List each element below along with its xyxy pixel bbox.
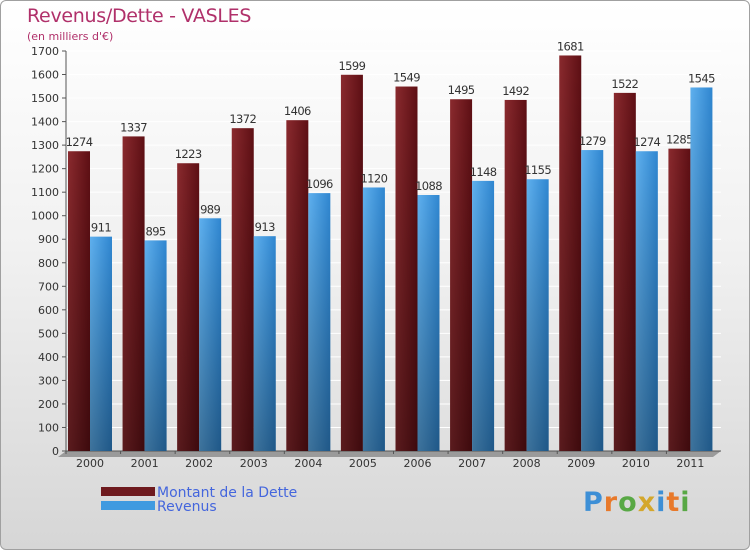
x-tick-label: 2004 bbox=[294, 457, 322, 470]
logo-letter: t bbox=[666, 487, 681, 518]
x-tick-label: 2007 bbox=[458, 457, 486, 470]
bar-shade bbox=[286, 120, 309, 452]
y-tick-label: 1600 bbox=[31, 69, 59, 82]
data-label-revenus: 1279 bbox=[579, 134, 606, 148]
bar-shade bbox=[450, 99, 473, 451]
y-tick-label: 800 bbox=[38, 257, 59, 270]
y-tick-label: 300 bbox=[38, 374, 59, 387]
plot-floor bbox=[58, 451, 721, 457]
data-label-dette: 1492 bbox=[502, 84, 529, 98]
data-label-revenus: 895 bbox=[146, 224, 166, 238]
data-label-dette: 1599 bbox=[338, 59, 365, 73]
legend-swatch-dette bbox=[101, 487, 155, 496]
y-tick-label: 200 bbox=[38, 398, 59, 411]
x-tick-label: 2009 bbox=[567, 457, 595, 470]
data-label-revenus: 1274 bbox=[633, 135, 660, 149]
y-tick-label: 1100 bbox=[31, 186, 59, 199]
data-label-revenus: 1096 bbox=[306, 177, 333, 191]
y-tick-label: 600 bbox=[38, 304, 59, 317]
bar-shade bbox=[231, 128, 254, 452]
y-tick-label: 1700 bbox=[31, 45, 59, 58]
y-tick-label: 700 bbox=[38, 280, 59, 293]
data-label-revenus: 989 bbox=[200, 202, 220, 216]
bar-shade bbox=[395, 86, 418, 451]
x-tick-label: 2006 bbox=[404, 457, 432, 470]
y-tick-label: 1200 bbox=[31, 163, 59, 176]
logo-letter: P bbox=[583, 487, 604, 518]
data-label-dette: 1285 bbox=[666, 133, 693, 147]
bar-shade bbox=[690, 87, 713, 452]
data-label-dette: 1549 bbox=[393, 71, 420, 85]
y-tick-label: 1500 bbox=[31, 92, 59, 105]
data-label-dette: 1522 bbox=[611, 77, 638, 91]
legend-swatch-revenus bbox=[101, 501, 155, 510]
data-label-dette: 1274 bbox=[66, 135, 93, 149]
bar-shade bbox=[340, 74, 363, 451]
bar-shade bbox=[417, 195, 440, 451]
y-tick-label: 500 bbox=[38, 327, 59, 340]
bar-shade bbox=[253, 236, 276, 451]
chart-subtitle: (en milliers d'€) bbox=[27, 30, 114, 43]
data-label-dette: 1337 bbox=[120, 120, 147, 134]
logo-letter: i bbox=[680, 487, 691, 518]
logo-letter: r bbox=[603, 487, 619, 518]
bar-shade bbox=[472, 180, 495, 451]
y-tick-label: 400 bbox=[38, 351, 59, 364]
logo-letter: o bbox=[618, 487, 638, 518]
data-label-dette: 1406 bbox=[284, 104, 311, 118]
y-tick-label: 1300 bbox=[31, 139, 59, 152]
data-label-revenus: 911 bbox=[91, 221, 111, 235]
proxiti-logo: Proxiti bbox=[583, 487, 691, 518]
bar-shade bbox=[504, 99, 527, 452]
data-label-dette: 1372 bbox=[229, 112, 256, 126]
x-tick-label: 2010 bbox=[622, 457, 650, 470]
y-tick-label: 1000 bbox=[31, 210, 59, 223]
y-tick-label: 1400 bbox=[31, 116, 59, 129]
x-tick-label: 2003 bbox=[240, 457, 268, 470]
x-tick-label: 2001 bbox=[131, 457, 159, 470]
data-label-dette: 1223 bbox=[175, 147, 202, 161]
x-tick-label: 2002 bbox=[185, 457, 213, 470]
bar-shade bbox=[68, 151, 90, 451]
bar-shade bbox=[613, 92, 636, 451]
y-tick-label: 0 bbox=[52, 445, 59, 458]
bar-shade bbox=[362, 187, 385, 451]
bar-shade bbox=[668, 148, 691, 451]
data-label-revenus: 1120 bbox=[360, 171, 387, 185]
chart-title: Revenus/Dette - VASLES bbox=[27, 5, 252, 27]
bar-shade bbox=[177, 163, 200, 451]
bar-shade bbox=[144, 240, 167, 451]
y-tick-label: 900 bbox=[38, 233, 59, 246]
data-label-revenus: 1148 bbox=[470, 165, 497, 179]
data-label-dette: 1495 bbox=[448, 83, 475, 97]
x-tick-label: 2000 bbox=[76, 457, 104, 470]
data-label-revenus: 1088 bbox=[415, 179, 442, 193]
legend-label-revenus: Revenus bbox=[157, 499, 217, 515]
legend-label-dette: Montant de la Dette bbox=[157, 485, 298, 501]
y-tick-label: 100 bbox=[38, 421, 59, 434]
x-tick-label: 2005 bbox=[349, 457, 377, 470]
logo-letter: x bbox=[637, 487, 657, 518]
bar-shade bbox=[526, 179, 549, 451]
data-label-dette: 1681 bbox=[557, 39, 584, 53]
bar-shade bbox=[122, 136, 145, 452]
logo-letter: i bbox=[656, 487, 667, 518]
bar-shade bbox=[635, 151, 658, 451]
bar-shade bbox=[90, 236, 112, 451]
bar-shade bbox=[199, 218, 222, 451]
bar-shade bbox=[559, 55, 582, 452]
bar-shade bbox=[581, 150, 604, 451]
data-label-revenus: 1545 bbox=[688, 71, 715, 85]
bar-shade bbox=[308, 193, 331, 451]
data-label-revenus: 913 bbox=[255, 220, 275, 234]
x-tick-label: 2011 bbox=[676, 457, 704, 470]
x-tick-label: 2008 bbox=[513, 457, 541, 470]
data-label-revenus: 1155 bbox=[524, 163, 551, 177]
